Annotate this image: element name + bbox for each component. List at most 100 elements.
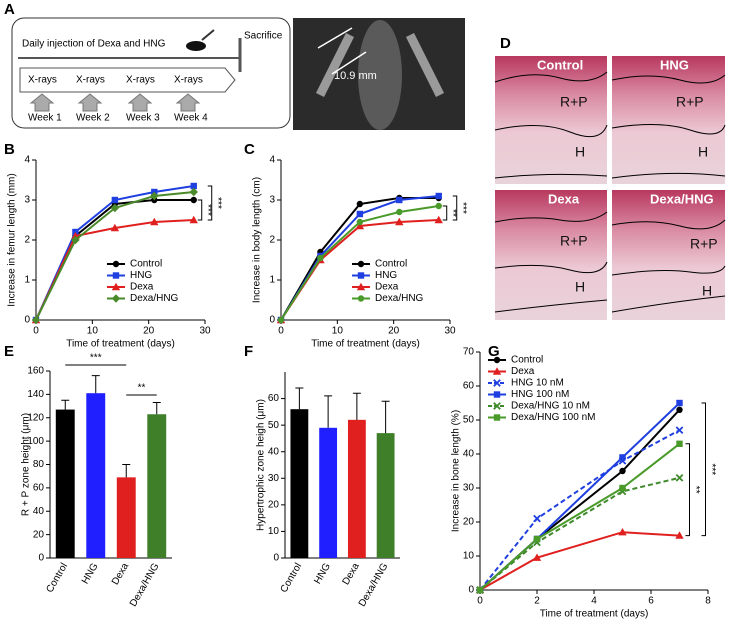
legend-label: HNG 10 nM bbox=[511, 378, 564, 389]
y-tick-label: 40 bbox=[33, 506, 45, 517]
significance-bracket bbox=[701, 402, 706, 537]
marker bbox=[356, 282, 366, 291]
marker bbox=[189, 215, 198, 224]
marker bbox=[71, 235, 80, 245]
marker bbox=[675, 473, 684, 482]
y-tick-label: 1 bbox=[24, 275, 30, 286]
xray-step: X-rays bbox=[28, 75, 57, 86]
marker bbox=[189, 187, 198, 197]
bar bbox=[55, 409, 75, 558]
y-tick-label: 140 bbox=[27, 389, 44, 400]
mouse-icon bbox=[186, 41, 206, 51]
zone-label: R+P bbox=[690, 236, 718, 252]
marker bbox=[395, 217, 404, 226]
marker bbox=[493, 414, 501, 421]
series-line bbox=[280, 219, 439, 321]
bar bbox=[116, 477, 136, 558]
x-tick-label: Dexa bbox=[341, 561, 362, 587]
marker bbox=[476, 586, 484, 594]
x-tick-label: Dexa bbox=[110, 561, 131, 587]
marker bbox=[317, 254, 324, 262]
zone-label: H bbox=[575, 279, 585, 295]
x-axis-title: Time of treatment (days) bbox=[311, 339, 420, 350]
panel-label: C bbox=[244, 141, 255, 158]
legend-label: Control bbox=[130, 259, 162, 270]
significance-label: *** bbox=[457, 202, 468, 214]
y-tick-label: 0 bbox=[269, 315, 275, 326]
marker bbox=[435, 202, 442, 210]
marker bbox=[111, 196, 119, 204]
marker bbox=[111, 294, 121, 303]
xray-femur bbox=[405, 32, 445, 98]
bar bbox=[86, 393, 106, 558]
panel-label: F bbox=[244, 343, 253, 360]
panel-label: D bbox=[500, 35, 511, 52]
xray-femur bbox=[315, 32, 355, 98]
legend-label: Dexa/HNG 100 nM bbox=[511, 412, 595, 423]
syringe-icon bbox=[201, 29, 215, 41]
significance-label: *** bbox=[706, 463, 717, 475]
week-label: Week 2 bbox=[76, 113, 110, 124]
y-tick-label: 40 bbox=[268, 446, 280, 457]
y-tick-label: 30 bbox=[463, 483, 475, 494]
endpoint-text: Sacrifice bbox=[244, 31, 283, 42]
x-tick-label: 4 bbox=[591, 596, 597, 607]
y-tick-label: 20 bbox=[463, 517, 475, 528]
significance-label: ** bbox=[447, 209, 458, 217]
marker bbox=[356, 210, 364, 218]
bar bbox=[319, 427, 338, 558]
y-tick-label: 2 bbox=[24, 235, 30, 246]
y-axis-title: Hypertrophic zone heigh (μm) bbox=[256, 399, 267, 531]
panel-label: G bbox=[488, 343, 500, 360]
zone-label: R+P bbox=[560, 94, 588, 110]
panel-label: A bbox=[4, 1, 15, 18]
bar bbox=[290, 409, 309, 558]
marker bbox=[533, 514, 541, 523]
significance-bracket bbox=[442, 205, 448, 221]
marker bbox=[618, 528, 627, 536]
marker bbox=[675, 426, 684, 435]
y-tick-label: 50 bbox=[268, 420, 280, 431]
marker bbox=[434, 215, 443, 224]
error-bar bbox=[122, 464, 131, 478]
histology-image bbox=[612, 190, 725, 320]
week-label: Week 1 bbox=[28, 113, 62, 124]
x-tick-label: 8 bbox=[705, 596, 711, 607]
histology-label: Dexa/HNG bbox=[650, 191, 714, 206]
error-bar bbox=[61, 399, 70, 410]
zone-label: R+P bbox=[560, 233, 588, 249]
xray-step: X-rays bbox=[174, 75, 203, 86]
protocol-diagram: Daily injection of Dexa and HNG Sacrific… bbox=[11, 17, 291, 129]
measure-line bbox=[331, 51, 367, 75]
week-label: Week 4 bbox=[174, 113, 208, 124]
marker bbox=[357, 260, 365, 268]
histology-label: Control bbox=[537, 57, 583, 72]
x-tick-label: 10 bbox=[332, 326, 344, 337]
marker bbox=[493, 379, 501, 387]
error-bar bbox=[91, 375, 100, 394]
legend-label: Dexa/HNG bbox=[375, 293, 424, 304]
zone-label: R+P bbox=[676, 94, 704, 110]
y-tick-label: 10 bbox=[268, 526, 280, 537]
series-line bbox=[479, 443, 681, 591]
x-tick-label: 6 bbox=[648, 596, 654, 607]
y-tick-label: 70 bbox=[463, 347, 475, 358]
marker bbox=[355, 221, 365, 230]
y-tick-label: 0 bbox=[24, 315, 30, 326]
up-arrow bbox=[175, 93, 201, 112]
marker bbox=[356, 218, 364, 226]
legend-label: Control bbox=[375, 259, 407, 270]
marker bbox=[493, 391, 501, 398]
x-tick-label: HNG bbox=[312, 561, 333, 586]
histology-image bbox=[612, 56, 725, 184]
y-tick-label: 0 bbox=[273, 553, 279, 564]
xray-spine bbox=[358, 20, 402, 130]
up-arrow bbox=[127, 93, 153, 112]
x-tick-label: 20 bbox=[388, 326, 400, 337]
series-line bbox=[479, 531, 680, 591]
y-tick-label: 160 bbox=[27, 366, 44, 377]
histology-label: Dexa bbox=[548, 191, 580, 206]
marker bbox=[492, 367, 502, 375]
significance-label: ** bbox=[690, 486, 701, 494]
